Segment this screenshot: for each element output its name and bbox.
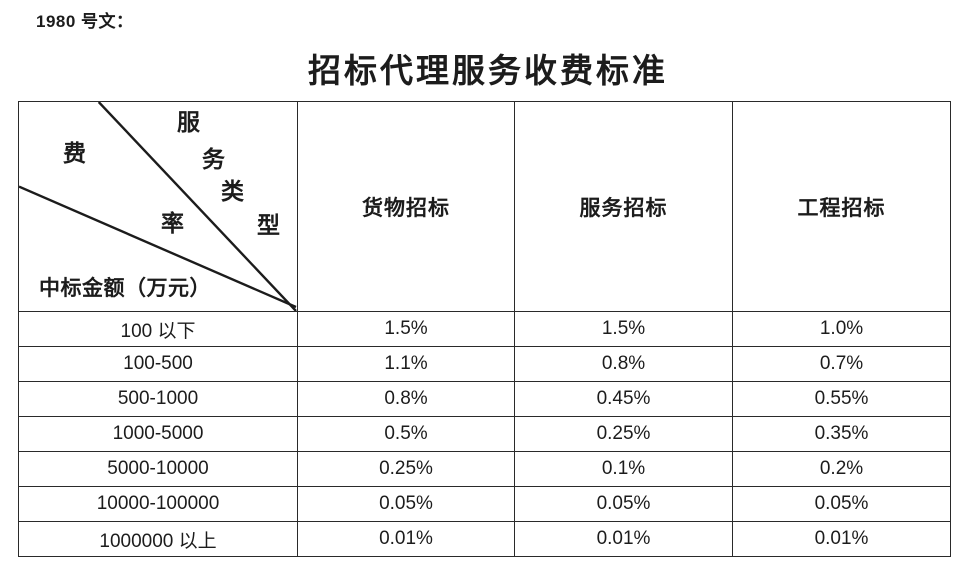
service-type-char-2: 务 — [202, 147, 225, 172]
fee-cell: 0.1% — [514, 451, 733, 487]
page-title: 招标代理服务收费标准 — [308, 54, 668, 90]
table-row: 100 以下 1.5% 1.5% 1.0% — [18, 311, 951, 347]
row-label: 1000000 以上 — [18, 521, 298, 557]
fee-rate-char-1: 费 — [63, 141, 86, 166]
row-label: 1000-5000 — [18, 416, 298, 452]
fee-cell: 0.01% — [297, 521, 515, 557]
row-label: 100 以下 — [18, 311, 298, 347]
fee-cell: 0.25% — [297, 451, 515, 487]
service-type-char-1: 服 — [177, 110, 200, 135]
fee-cell: 1.5% — [297, 311, 515, 347]
diagonal-corner-cell: 费 率 服 务 类 型 中标金额（万元） — [18, 101, 298, 312]
table-row: 100-500 1.1% 0.8% 0.7% — [18, 346, 951, 382]
fee-cell: 0.01% — [514, 521, 733, 557]
fee-cell: 0.55% — [732, 381, 951, 417]
column-header-goods: 货物招标 — [297, 101, 515, 312]
table-row: 500-1000 0.8% 0.45% 0.55% — [18, 381, 951, 417]
fee-cell: 1.5% — [514, 311, 733, 347]
service-type-char-4: 型 — [257, 213, 280, 238]
fee-cell: 0.2% — [732, 451, 951, 487]
fee-cell: 0.8% — [514, 346, 733, 382]
service-type-char-3: 类 — [221, 179, 244, 204]
fee-cell: 0.01% — [732, 521, 951, 557]
table-row: 1000-5000 0.5% 0.25% 0.35% — [18, 416, 951, 452]
column-header-works: 工程招标 — [732, 101, 951, 312]
fee-standard-table: 费 率 服 务 类 型 中标金额（万元） 货物招标 服务招标 工程招标 100 … — [18, 101, 951, 557]
column-header-services: 服务招标 — [514, 101, 733, 312]
diagonal-lines — [19, 102, 297, 311]
fee-cell: 0.8% — [297, 381, 515, 417]
table-row: 5000-10000 0.25% 0.1% 0.2% — [18, 451, 951, 487]
fee-cell: 1.0% — [732, 311, 951, 347]
fee-cell: 0.5% — [297, 416, 515, 452]
row-label: 10000-100000 — [18, 486, 298, 522]
fee-cell: 0.45% — [514, 381, 733, 417]
table-row: 10000-100000 0.05% 0.05% 0.05% — [18, 486, 951, 522]
fee-cell: 0.05% — [514, 486, 733, 522]
row-label: 500-1000 — [18, 381, 298, 417]
row-label: 5000-10000 — [18, 451, 298, 487]
fee-cell: 0.35% — [732, 416, 951, 452]
table-row: 1000000 以上 0.01% 0.01% 0.01% — [18, 521, 951, 557]
doc-reference-number: 1980 号文： — [36, 12, 134, 31]
fee-cell: 1.1% — [297, 346, 515, 382]
fee-cell: 0.05% — [732, 486, 951, 522]
amount-axis-label: 中标金额（万元） — [39, 276, 211, 300]
fee-cell: 0.7% — [732, 346, 951, 382]
fee-cell: 0.25% — [514, 416, 733, 452]
table-header-row: 费 率 服 务 类 型 中标金额（万元） 货物招标 服务招标 工程招标 — [18, 101, 951, 312]
diagonal-corner-content: 费 率 服 务 类 型 中标金额（万元） — [19, 102, 297, 311]
fee-cell: 0.05% — [297, 486, 515, 522]
fee-rate-char-2: 率 — [161, 211, 184, 236]
row-label: 100-500 — [18, 346, 298, 382]
